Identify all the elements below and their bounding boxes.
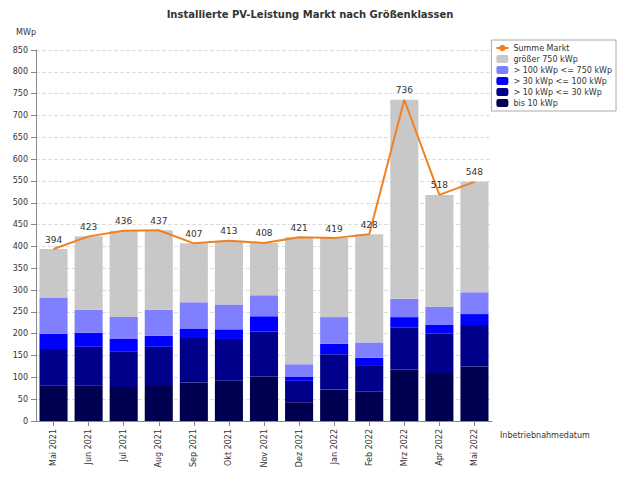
svg-text:150: 150 [13, 351, 28, 360]
svg-text:423: 423 [80, 222, 97, 232]
svg-text:bis 10 kWp: bis 10 kWp [513, 99, 557, 108]
svg-text:407: 407 [185, 229, 202, 239]
svg-text:436: 436 [115, 216, 132, 226]
svg-text:518: 518 [431, 180, 448, 190]
svg-text:548: 548 [466, 167, 483, 177]
svg-text:0: 0 [23, 417, 28, 426]
svg-text:428: 428 [361, 220, 378, 230]
svg-text:größer 750 kWp: größer 750 kWp [513, 55, 577, 64]
svg-text:> 100 kWp <= 750 kWp: > 100 kWp <= 750 kWp [513, 66, 612, 75]
svg-text:Installierte PV-Leistung Markt: Installierte PV-Leistung Markt nach Größ… [167, 9, 454, 20]
svg-text:Inbetriebnahmedatum: Inbetriebnahmedatum [500, 431, 590, 440]
svg-text:750: 750 [13, 89, 28, 98]
svg-text:400: 400 [13, 242, 28, 251]
svg-text:500: 500 [13, 198, 28, 207]
svg-text:Nov 2021: Nov 2021 [260, 429, 269, 468]
svg-text:50: 50 [18, 395, 28, 404]
svg-text:Summe Markt: Summe Markt [513, 44, 569, 53]
svg-text:Aug 2021: Aug 2021 [154, 429, 163, 468]
svg-text:800: 800 [13, 67, 28, 76]
svg-text:Dez 2021: Dez 2021 [295, 429, 304, 467]
svg-text:600: 600 [13, 155, 28, 164]
svg-text:Apr 2022: Apr 2022 [435, 429, 444, 466]
svg-text:> 10 kWp <= 30 kWp: > 10 kWp <= 30 kWp [513, 88, 601, 97]
svg-text:419: 419 [326, 224, 343, 234]
svg-text:200: 200 [13, 329, 28, 338]
svg-text:300: 300 [13, 286, 28, 295]
svg-text:437: 437 [150, 216, 167, 226]
svg-text:Jul 2021: Jul 2021 [119, 429, 128, 463]
svg-text:736: 736 [396, 85, 413, 95]
svg-text:850: 850 [13, 46, 28, 55]
svg-text:Jun 2021: Jun 2021 [84, 429, 93, 465]
svg-text:250: 250 [13, 307, 28, 316]
svg-text:Jan 2022: Jan 2022 [330, 429, 339, 465]
svg-text:350: 350 [13, 264, 28, 273]
svg-text:700: 700 [13, 111, 28, 120]
svg-text:100: 100 [13, 373, 28, 382]
svg-text:450: 450 [13, 220, 28, 229]
svg-text:650: 650 [13, 133, 28, 142]
svg-text:413: 413 [220, 226, 237, 236]
svg-text:Mai 2022: Mai 2022 [470, 429, 479, 466]
svg-text:550: 550 [13, 176, 28, 185]
svg-text:408: 408 [255, 228, 272, 238]
svg-text:394: 394 [45, 235, 62, 245]
svg-text:421: 421 [290, 223, 307, 233]
svg-text:> 30 kWp <= 100 kWp: > 30 kWp <= 100 kWp [513, 77, 607, 86]
svg-text:Feb 2022: Feb 2022 [365, 429, 374, 466]
svg-text:Sep 2021: Sep 2021 [189, 429, 198, 467]
svg-text:Mrz 2022: Mrz 2022 [400, 429, 409, 466]
svg-text:MWp: MWp [16, 28, 36, 37]
svg-text:Okt 2021: Okt 2021 [224, 429, 233, 466]
svg-text:Mai 2021: Mai 2021 [49, 429, 58, 466]
